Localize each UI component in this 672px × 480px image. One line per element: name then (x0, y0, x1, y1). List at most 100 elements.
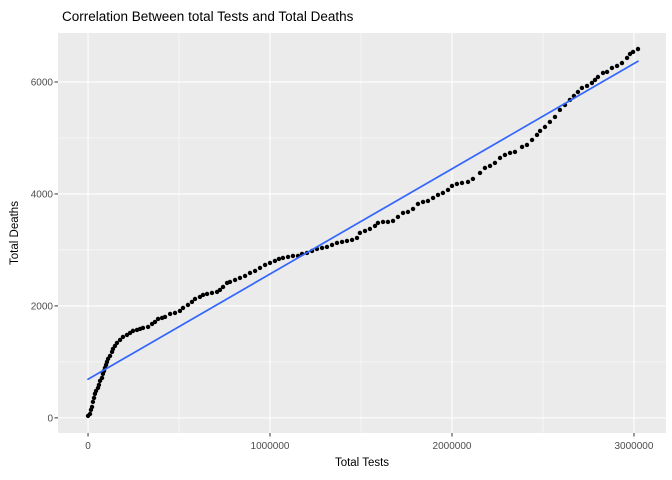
data-point (492, 160, 498, 166)
data-point (152, 319, 158, 325)
data-point (405, 209, 411, 215)
data-point (99, 375, 105, 381)
data-point (172, 310, 178, 316)
data-point (114, 340, 120, 346)
x-tick-label: 1000000 (251, 441, 290, 452)
data-point (410, 206, 416, 212)
data-point (542, 124, 548, 130)
data-point (285, 254, 291, 260)
data-point (200, 292, 206, 298)
plot-title: Correlation Between total Tests and Tota… (62, 9, 354, 24)
plot-panel-layer: 0 1000000 2000000 3000000 0 2000 4000 6000 (31, 33, 666, 452)
data-point (482, 165, 488, 171)
data-point (140, 325, 146, 331)
data-point (519, 144, 525, 150)
data-point (609, 65, 615, 71)
data-point (237, 275, 243, 281)
data-point (91, 395, 97, 401)
data-point (324, 244, 330, 250)
x-tick-label: 3000000 (615, 441, 654, 452)
data-point (357, 230, 363, 236)
data-point (552, 114, 558, 120)
data-point (440, 190, 446, 196)
data-point (192, 296, 198, 302)
data-point (89, 404, 95, 410)
data-point (400, 210, 406, 216)
data-point (334, 240, 340, 246)
data-point (162, 314, 168, 320)
data-point (445, 187, 451, 193)
data-point (209, 290, 215, 296)
regression-line (87, 60, 639, 381)
data-point (372, 223, 378, 229)
data-point (247, 270, 253, 276)
data-point (449, 183, 455, 189)
data-point (252, 268, 258, 274)
data-point (262, 262, 268, 268)
data-point (547, 119, 553, 125)
data-point (220, 284, 226, 290)
data-point (87, 411, 93, 417)
data-point (524, 142, 530, 148)
data-point (272, 258, 278, 264)
data-point (575, 89, 581, 95)
data-point (280, 255, 286, 261)
data-point (470, 176, 476, 182)
data-point (604, 69, 610, 75)
data-point (217, 287, 223, 293)
data-point (512, 149, 518, 155)
data-point (367, 226, 373, 232)
data-point (420, 199, 426, 205)
x-axis-title: Total Tests (335, 457, 389, 469)
data-point (319, 245, 325, 251)
data-point (204, 291, 210, 297)
data-point (390, 218, 396, 224)
data-point (107, 353, 113, 359)
data-point (395, 214, 401, 220)
data-point (242, 273, 248, 279)
y-tick-label: 0 (47, 413, 53, 424)
data-point (385, 219, 391, 225)
data-point (145, 324, 151, 330)
x-tick-label: 2000000 (433, 441, 472, 452)
data-point (600, 70, 606, 76)
data-point (117, 337, 123, 343)
data-point (630, 49, 636, 55)
data-point (130, 328, 136, 334)
y-tick-label: 2000 (31, 301, 54, 312)
data-point (584, 83, 590, 89)
data-point (276, 256, 282, 262)
data-point (502, 152, 508, 158)
data-point (90, 399, 96, 405)
data-point (155, 316, 161, 322)
data-point (454, 181, 460, 187)
data-point (349, 237, 355, 243)
data-point (180, 305, 186, 311)
data-point (497, 155, 503, 161)
data-point (507, 150, 513, 156)
data-point (344, 238, 350, 244)
data-point (425, 198, 431, 204)
data-point (614, 63, 620, 69)
data-point (354, 235, 360, 241)
data-point (189, 299, 195, 305)
data-point (592, 77, 598, 83)
data-point (415, 201, 421, 207)
data-point (595, 74, 601, 80)
data-point (579, 85, 585, 91)
data-point (435, 192, 441, 198)
data-point (177, 308, 183, 314)
data-point (227, 279, 233, 285)
data-point (619, 60, 625, 66)
data-point (529, 137, 535, 143)
data-point (380, 219, 386, 225)
data-point (430, 195, 436, 201)
data-point (624, 55, 630, 61)
y-axis-title: Total Deaths (9, 201, 21, 265)
data-point (362, 228, 368, 234)
data-point (257, 265, 263, 271)
y-tick-label: 6000 (31, 77, 54, 88)
data-point (477, 170, 483, 176)
data-point (589, 80, 595, 86)
